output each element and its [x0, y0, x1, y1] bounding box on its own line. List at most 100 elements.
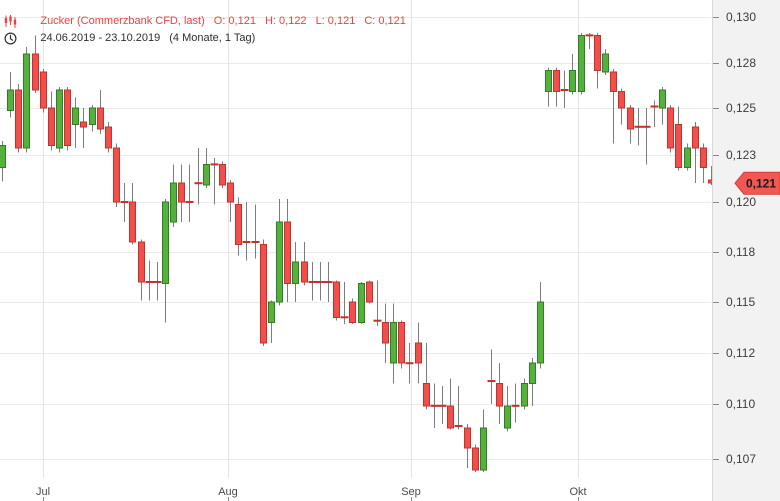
candle	[504, 405, 511, 429]
candle	[235, 204, 242, 245]
candle	[227, 182, 234, 203]
y-axis-label: 0,125	[726, 101, 756, 115]
candle	[594, 34, 601, 71]
candle	[700, 147, 707, 169]
candle	[618, 91, 625, 109]
candle	[80, 121, 87, 128]
candle-doji	[650, 105, 659, 108]
candle	[537, 301, 544, 364]
ohlc-open: O: 0,121	[213, 15, 256, 27]
candle	[480, 427, 487, 471]
candle-doji	[340, 316, 349, 319]
candle-doji	[308, 281, 317, 283]
y-axis-label: 0,115	[726, 295, 755, 309]
x-axis-month-label: Okt	[569, 486, 586, 498]
ohlc-high: H: 0,122	[264, 15, 307, 27]
candle	[610, 71, 617, 92]
candle-doji	[242, 241, 251, 243]
candle-doji	[454, 425, 463, 427]
candle	[496, 383, 503, 407]
candle	[569, 70, 576, 92]
candle	[105, 126, 112, 149]
candle	[56, 89, 63, 149]
y-axis-label: 0,120	[726, 195, 756, 209]
candle	[276, 221, 283, 303]
candle	[447, 405, 454, 429]
candle	[219, 163, 226, 186]
last-price-label: 0,121	[746, 177, 776, 191]
candle	[415, 342, 422, 364]
plot-area[interactable]	[0, 0, 711, 478]
candle	[627, 107, 634, 130]
x-axis-month-label: Aug	[218, 486, 238, 498]
period-label: (4 Monate, 1 Tag)	[169, 32, 256, 44]
candle	[23, 53, 30, 149]
candle	[349, 301, 356, 323]
candle-doji	[642, 125, 651, 128]
candle-doji	[120, 201, 129, 203]
x-axis-month-label: Jul	[36, 486, 50, 498]
candle	[89, 107, 96, 125]
candle	[684, 147, 691, 169]
candle	[545, 70, 552, 92]
date-range-header: 24.06.2019 - 23.10.2019 (4 Monate, 1 Tag)	[4, 20, 255, 56]
candle	[667, 107, 674, 149]
candle	[578, 34, 585, 92]
candle	[301, 261, 308, 283]
x-axis-month-label: Sep	[401, 486, 421, 498]
candle-doji	[185, 201, 194, 203]
candle-doji	[634, 125, 643, 128]
candle-doji	[438, 404, 447, 407]
candle-doji	[487, 380, 496, 383]
candle	[260, 244, 267, 344]
candle-doji	[511, 404, 520, 407]
instrument-header: Zucker (Commerzbank CFD, last) O: 0,121 H:…	[4, 3, 406, 39]
candle	[178, 182, 185, 203]
y-axis-strip[interactable]	[712, 0, 780, 501]
candle	[553, 70, 560, 92]
y-axis-label: 0,112	[726, 346, 755, 360]
candle-doji	[210, 163, 219, 166]
candle	[48, 107, 55, 147]
candle	[129, 201, 136, 243]
candle	[292, 261, 299, 285]
candle-doji	[194, 182, 203, 185]
candle	[0, 145, 6, 169]
candle	[32, 53, 39, 91]
candle-doji	[405, 362, 414, 365]
candle	[675, 123, 682, 169]
candle	[366, 281, 373, 303]
candle	[382, 321, 389, 344]
candlestick-icon	[4, 14, 17, 28]
candle	[529, 362, 536, 385]
candle-doji	[153, 281, 162, 283]
candle-doji	[324, 281, 333, 283]
candle	[72, 107, 79, 125]
candle	[659, 89, 666, 109]
candle-doji	[145, 281, 154, 283]
candle-doji	[585, 34, 594, 37]
candle	[464, 427, 471, 449]
ohlc-close: C: 0,121	[364, 15, 406, 27]
instrument-title: Zucker (Commerzbank CFD, last)	[40, 15, 205, 27]
candle	[333, 281, 340, 318]
clock-icon	[4, 31, 17, 45]
candle-doji	[373, 319, 382, 322]
y-axis-label: 0,130	[726, 10, 756, 24]
candle	[203, 163, 210, 186]
candle	[113, 147, 120, 203]
candle	[390, 321, 397, 364]
y-axis-label: 0,123	[726, 148, 756, 162]
candle	[472, 447, 479, 471]
y-axis-label: 0,128	[726, 56, 756, 70]
candle-doji	[430, 404, 439, 407]
ohlc-low: L: 0,121	[315, 15, 356, 27]
candle	[398, 321, 405, 364]
candle	[97, 107, 104, 130]
y-axis-label: 0,110	[726, 397, 755, 411]
candle	[602, 53, 609, 73]
y-axis-label: 0,107	[726, 452, 756, 466]
candle	[40, 71, 47, 109]
